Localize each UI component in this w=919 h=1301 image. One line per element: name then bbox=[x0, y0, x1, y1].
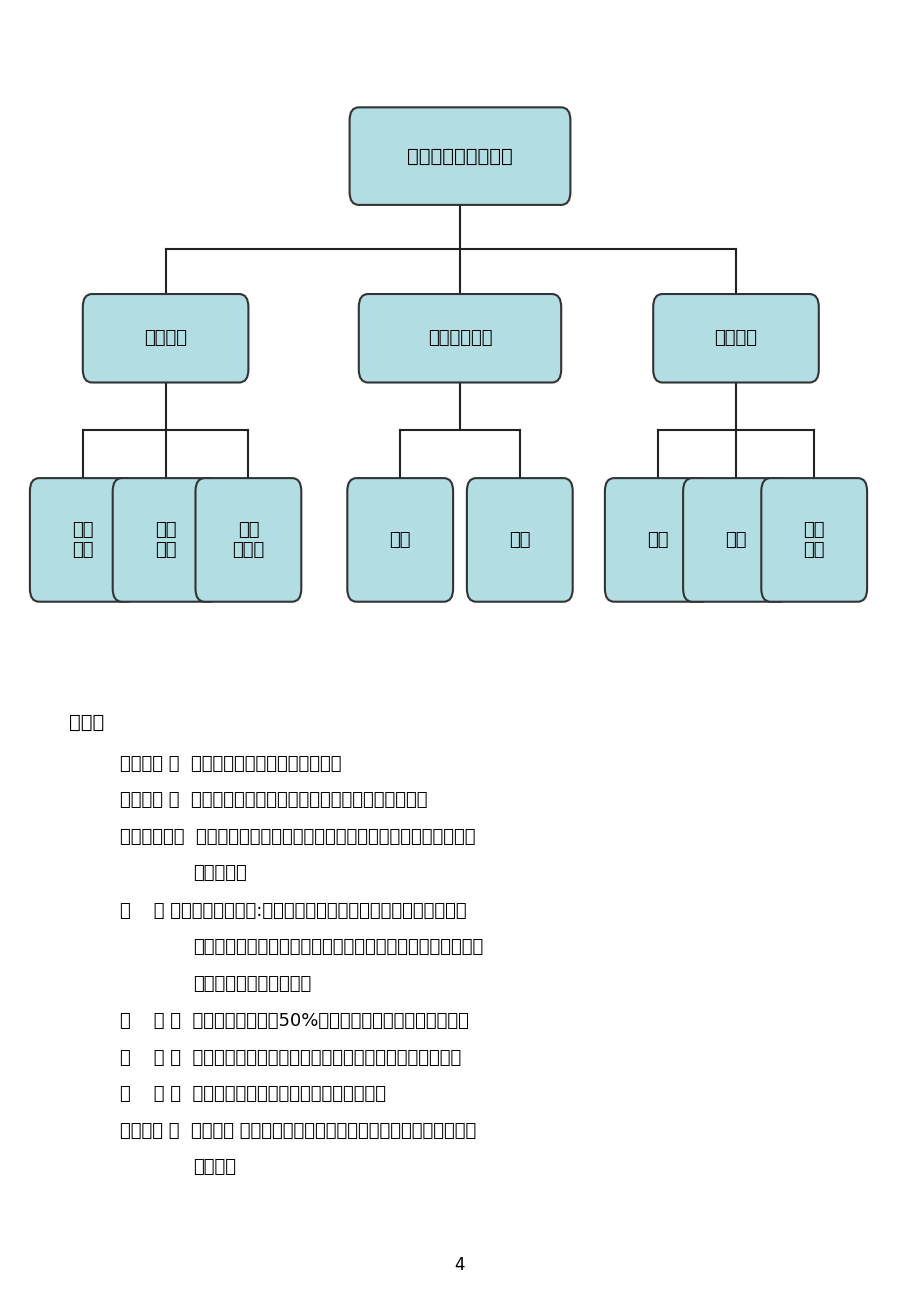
FancyBboxPatch shape bbox=[761, 479, 867, 602]
Text: 定期招聘 ：  满足公司人员需求的主要途径；: 定期招聘 ： 满足公司人员需求的主要途径； bbox=[119, 755, 341, 773]
Text: 辞退: 辞退 bbox=[724, 531, 746, 549]
Text: 见附录）；: 见附录）； bbox=[193, 864, 246, 882]
Text: 公司职员的流动方式: 公司职员的流动方式 bbox=[407, 147, 512, 165]
FancyBboxPatch shape bbox=[83, 294, 248, 382]
FancyBboxPatch shape bbox=[196, 479, 301, 602]
Text: 说明：: 说明： bbox=[69, 713, 104, 731]
Text: 符合公司对职员的需求；: 符合公司对职员的需求； bbox=[193, 974, 312, 993]
FancyBboxPatch shape bbox=[467, 479, 572, 602]
Text: 雇佣临时工：  费用低但工作量仅相当于正常职工工作量的一半（详细资料: 雇佣临时工： 费用低但工作量仅相当于正常职工工作量的一半（详细资料 bbox=[119, 827, 474, 846]
Text: 辞    退 ：  辞退多余职员，需要付相应的辞退费用；: 辞 退 ： 辞退多余职员，需要付相应的辞退费用； bbox=[119, 1085, 385, 1103]
FancyBboxPatch shape bbox=[29, 479, 136, 602]
Text: 培    训 ：由表一可以看出:程序员逐年减少，高级程序员逐年增加系统: 培 训 ：由表一可以看出:程序员逐年减少，高级程序员逐年增加系统 bbox=[119, 902, 466, 920]
FancyBboxPatch shape bbox=[358, 294, 561, 382]
Text: 减少方式: 减少方式 bbox=[714, 329, 756, 347]
Text: 额外
招聘: 额外 招聘 bbox=[154, 520, 176, 559]
Text: 位空缺。: 位空缺。 bbox=[193, 1158, 236, 1176]
Text: 特殊
事件: 特殊 事件 bbox=[802, 520, 824, 559]
Text: 分析员逐年增加，因此对优秀员工进行培训，从而升级员工，: 分析员逐年增加，因此对优秀员工进行培训，从而升级员工， bbox=[193, 938, 482, 956]
Text: 降    等 ：  采用此方案会导致50%的员工离去，相当于变相辞退；: 降 等 ： 采用此方案会导致50%的员工离去，相当于变相辞退； bbox=[119, 1012, 468, 1030]
FancyBboxPatch shape bbox=[113, 479, 219, 602]
Text: 增加方式: 增加方式 bbox=[144, 329, 187, 347]
Text: 跳槽: 跳槽 bbox=[646, 531, 668, 549]
Text: 特殊事件 ：  如病假、 事故、特殊事件等不能正常上岗工作的将会引起职: 特殊事件 ： 如病假、 事故、特殊事件等不能正常上岗工作的将会引起职 bbox=[119, 1121, 475, 1140]
Text: 跳    槽 ：  是自然现象，工作第一年跳槽人数多，工作第二年减少；: 跳 槽 ： 是自然现象，工作第一年跳槽人数多，工作第二年减少； bbox=[119, 1049, 460, 1067]
FancyBboxPatch shape bbox=[652, 294, 818, 382]
Text: 定期
招聘: 定期 招聘 bbox=[72, 520, 94, 559]
FancyBboxPatch shape bbox=[347, 479, 453, 602]
FancyBboxPatch shape bbox=[349, 108, 570, 206]
Text: 额外招聘 ：  必要时用来填补职位空缺，当雇佣附加费用较高；: 额外招聘 ： 必要时用来填补职位空缺，当雇佣附加费用较高； bbox=[119, 791, 426, 809]
Text: 降等: 降等 bbox=[508, 531, 530, 549]
FancyBboxPatch shape bbox=[605, 479, 710, 602]
Text: 培训: 培训 bbox=[389, 531, 411, 549]
Text: 雇佣
临时工: 雇佣 临时工 bbox=[232, 520, 265, 559]
Text: 4: 4 bbox=[454, 1255, 465, 1274]
Text: 内部调整方式: 内部调整方式 bbox=[427, 329, 492, 347]
FancyBboxPatch shape bbox=[682, 479, 789, 602]
